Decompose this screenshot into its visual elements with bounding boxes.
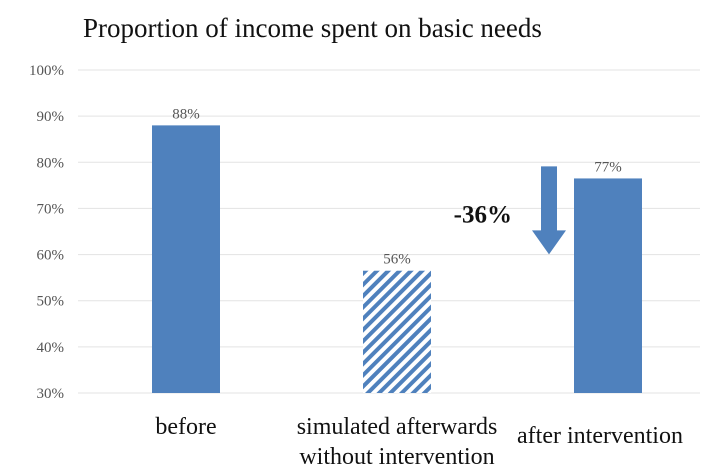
y-tick-label: 100%: [29, 63, 64, 79]
down-arrow-icon: [532, 166, 566, 255]
category-labels: before simulated afterwards without interv…: [155, 414, 683, 470]
data-label: 56%: [383, 252, 411, 268]
data-label: 77%: [594, 159, 622, 175]
bar: [363, 270, 431, 393]
y-tick-label: 90%: [37, 109, 65, 125]
y-tick-label: 50%: [37, 294, 65, 310]
bar: [574, 178, 642, 393]
y-axis-tick-labels: 30% 40% 50% 60% 70% 80% 90% 100%: [29, 63, 64, 402]
y-tick-label: 30%: [37, 386, 65, 402]
category-label: after intervention: [517, 423, 683, 449]
chart-title: Proportion of income spent on basic need…: [83, 13, 542, 43]
category-label: without intervention: [299, 444, 494, 470]
category-label: simulated afterwards: [297, 414, 498, 440]
data-label: 88%: [172, 106, 200, 122]
data-labels: 88% 56% 77%: [172, 106, 622, 267]
y-tick-label: 80%: [37, 155, 65, 171]
y-tick-label: 70%: [37, 201, 65, 217]
y-tick-label: 40%: [37, 340, 65, 356]
y-tick-label: 60%: [37, 248, 65, 264]
change-annotation-label: -36%: [454, 201, 512, 228]
bar: [152, 125, 220, 393]
bars: [152, 125, 642, 393]
category-label: before: [155, 414, 216, 440]
change-annotation: -36%: [454, 166, 566, 255]
